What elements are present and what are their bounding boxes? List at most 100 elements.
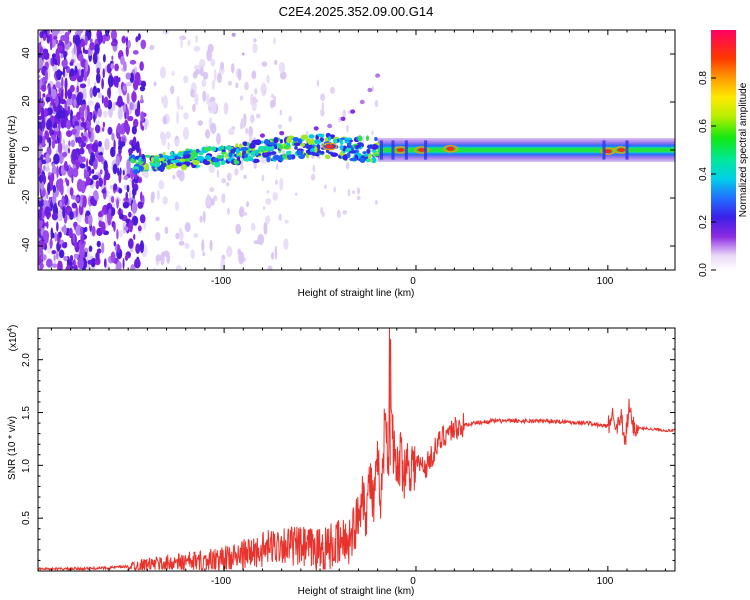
noise-blob bbox=[221, 197, 226, 204]
ridge-blob bbox=[263, 138, 270, 145]
ridge-blob bbox=[162, 152, 166, 156]
noise-blob bbox=[67, 30, 71, 35]
noise-blob bbox=[46, 258, 53, 268]
noise-blob bbox=[87, 100, 94, 106]
ridge-blob bbox=[130, 158, 135, 164]
colorbar-label: Normalized spectral amplitude bbox=[738, 82, 749, 217]
noise-blob bbox=[251, 96, 257, 104]
noise-blob bbox=[110, 195, 115, 203]
ridge-blob bbox=[258, 145, 265, 151]
noise-blob bbox=[38, 245, 43, 253]
top-xtick-label: 100 bbox=[597, 276, 614, 287]
ridge-blob bbox=[294, 146, 298, 150]
noise-blob bbox=[266, 74, 270, 84]
noise-blob bbox=[210, 58, 216, 67]
noise-blob bbox=[261, 174, 265, 182]
noise-blob bbox=[95, 119, 100, 126]
ridge-blob bbox=[359, 99, 365, 105]
noise-blob bbox=[174, 201, 179, 211]
noise-blob bbox=[71, 174, 74, 184]
noise-blob bbox=[202, 71, 209, 80]
noise-blob bbox=[57, 209, 63, 222]
noise-blob bbox=[134, 258, 141, 269]
top-xlabel: Height of straight line (km) bbox=[298, 288, 415, 299]
noise-blob bbox=[40, 154, 44, 160]
noise-blob bbox=[38, 120, 41, 130]
noise-blob bbox=[243, 174, 247, 180]
noise-blob bbox=[128, 190, 132, 199]
noise-blob bbox=[79, 199, 83, 208]
noise-blob bbox=[83, 226, 88, 233]
ridge-blob bbox=[283, 145, 290, 150]
noise-blob bbox=[193, 64, 201, 70]
ridge-blob bbox=[189, 149, 193, 152]
ridge-blob bbox=[307, 138, 313, 146]
ridge-blob bbox=[325, 149, 330, 153]
ridge-blob bbox=[367, 87, 373, 93]
noise-blob bbox=[155, 254, 162, 262]
bottom-ytick-label: 1.5 bbox=[21, 406, 32, 420]
noise-blob bbox=[351, 190, 356, 194]
ridge-blob bbox=[313, 139, 322, 145]
noise-blob bbox=[102, 110, 108, 118]
noise-blob bbox=[255, 113, 261, 119]
noise-blob bbox=[58, 244, 62, 249]
ridge-blob bbox=[325, 154, 331, 160]
noise-blob bbox=[38, 115, 42, 121]
ridge-blob bbox=[183, 151, 188, 155]
noise-blob bbox=[316, 79, 320, 87]
noise-blob bbox=[175, 264, 183, 270]
noise-blob bbox=[96, 240, 101, 248]
noise-blob bbox=[65, 130, 73, 138]
noise-blob bbox=[204, 129, 211, 139]
noise-blob bbox=[110, 251, 116, 263]
noise-blob bbox=[139, 61, 144, 71]
noise-blob bbox=[86, 157, 89, 171]
noise-blob bbox=[195, 34, 199, 43]
noise-blob bbox=[72, 259, 76, 266]
noise-blob bbox=[131, 125, 137, 135]
noise-blob bbox=[171, 71, 175, 76]
noise-blob bbox=[38, 102, 42, 116]
ridge-blob bbox=[366, 148, 371, 154]
ridge-blob bbox=[191, 164, 197, 169]
noise-blob bbox=[62, 206, 66, 219]
colorbar-gradient bbox=[711, 30, 736, 270]
ridge-notch bbox=[379, 140, 383, 160]
ridge-blob bbox=[292, 136, 299, 142]
noise-blob bbox=[68, 227, 73, 239]
noise-blob bbox=[231, 126, 236, 130]
exponent-base: (x10 bbox=[8, 331, 19, 351]
ridge-blob bbox=[178, 158, 186, 162]
noise-blob bbox=[44, 130, 50, 141]
noise-blob bbox=[330, 86, 335, 94]
ridge-blob bbox=[240, 146, 249, 151]
noise-blob bbox=[98, 140, 102, 148]
noise-blob bbox=[127, 238, 134, 249]
noise-blob bbox=[49, 39, 53, 51]
ridge-blob bbox=[162, 160, 167, 164]
noise-blob bbox=[119, 141, 126, 147]
noise-blob bbox=[176, 95, 180, 109]
noise-blob bbox=[253, 38, 257, 43]
ridge-blob bbox=[255, 149, 259, 156]
svg-text:(x104): (x104) bbox=[7, 325, 19, 352]
noise-blob bbox=[70, 139, 75, 148]
noise-blob bbox=[216, 132, 221, 145]
ridge-blob bbox=[327, 123, 333, 129]
noise-blob bbox=[56, 53, 61, 67]
noise-blob bbox=[66, 179, 70, 187]
noise-blob bbox=[110, 30, 117, 41]
noise-blob bbox=[283, 238, 289, 251]
noise-blob bbox=[73, 265, 78, 270]
bottom-xtick-label: 0 bbox=[410, 576, 416, 587]
ridge-blob bbox=[350, 109, 356, 114]
exponent-close: ) bbox=[8, 325, 19, 328]
noise-blob bbox=[63, 255, 68, 262]
colorbar-tick-label: 0.0 bbox=[698, 263, 709, 277]
noise-blob bbox=[53, 153, 60, 165]
noise-blob bbox=[48, 136, 52, 148]
noise-blob bbox=[97, 107, 102, 118]
noise-blob bbox=[84, 181, 87, 188]
noise-blob bbox=[43, 51, 50, 61]
